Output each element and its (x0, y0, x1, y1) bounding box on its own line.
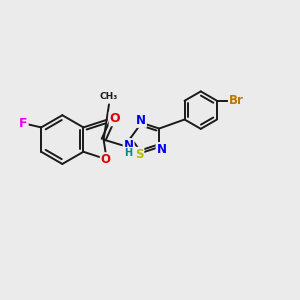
Text: N: N (124, 139, 134, 152)
Text: S: S (135, 148, 143, 161)
Text: N: N (157, 143, 166, 156)
Text: N: N (136, 114, 146, 127)
Text: F: F (19, 117, 28, 130)
Text: Br: Br (229, 94, 244, 107)
Text: H: H (124, 148, 133, 158)
Text: O: O (101, 153, 111, 166)
Text: O: O (110, 112, 120, 125)
Text: CH₃: CH₃ (100, 92, 118, 101)
